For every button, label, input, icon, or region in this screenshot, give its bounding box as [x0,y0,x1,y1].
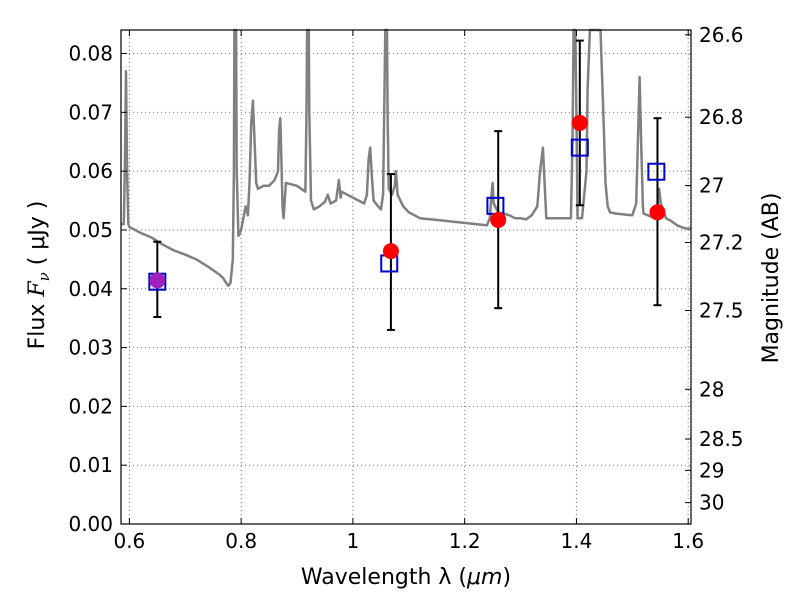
synthetic-point [647,162,666,181]
x-tick-label: 1 [347,529,360,553]
x-tick-label: 0.8 [225,529,257,553]
y-tick-label: 0.02 [68,394,113,418]
y2-tick-label: 27.5 [699,298,744,322]
y-tick-label: 0.04 [68,277,113,301]
y2-tick-label: 26.6 [699,23,744,47]
observed-point [382,243,399,260]
observed-point [490,211,507,228]
y2-tick-label: 27 [699,174,724,198]
tick-layer: 0.6 0.8 1 1.2 1.4 1.6 0.00 0.01 0.02 0.03 0.04 0.05… [68,23,743,553]
x-tick-label: 1.6 [672,529,704,553]
y-axis-label: Flux Fν ( μJy ) [25,201,53,350]
synthetic-point [570,138,589,157]
model-layer [121,28,691,288]
x-tick-label: 1.4 [561,529,593,553]
model-spectrum-line [121,28,691,288]
y-tick-label: 0.05 [68,218,113,242]
grid-layer [121,30,691,524]
x-axis-label: Wavelength λ (μm) [301,565,511,590]
x-tick-label: 0.6 [113,529,145,553]
y-tick-label: 0.08 [68,42,113,66]
y2-tick-label: 26.8 [699,105,744,129]
y2-axis-label: Magnitude (AB) [759,193,784,364]
observed-point [649,204,666,221]
y-tick-label: 0.01 [68,453,113,477]
observed-point [149,272,166,289]
y2-tick-label: 28.5 [699,427,744,451]
y2-tick-label: 29 [699,458,724,482]
y-tick-label: 0.00 [68,512,113,536]
y2-tick-label: 30 [699,491,724,515]
plot-frame [120,29,692,525]
y2-tick-label: 28 [699,377,724,401]
y2-tick-label: 27.2 [699,231,744,255]
x-tick-label: 1.2 [449,529,481,553]
y-tick-label: 0.06 [68,159,113,183]
y-tick-label: 0.03 [68,336,113,360]
y-tick-label: 0.07 [68,100,113,124]
observed-layer [149,114,666,289]
observed-point [571,114,588,131]
